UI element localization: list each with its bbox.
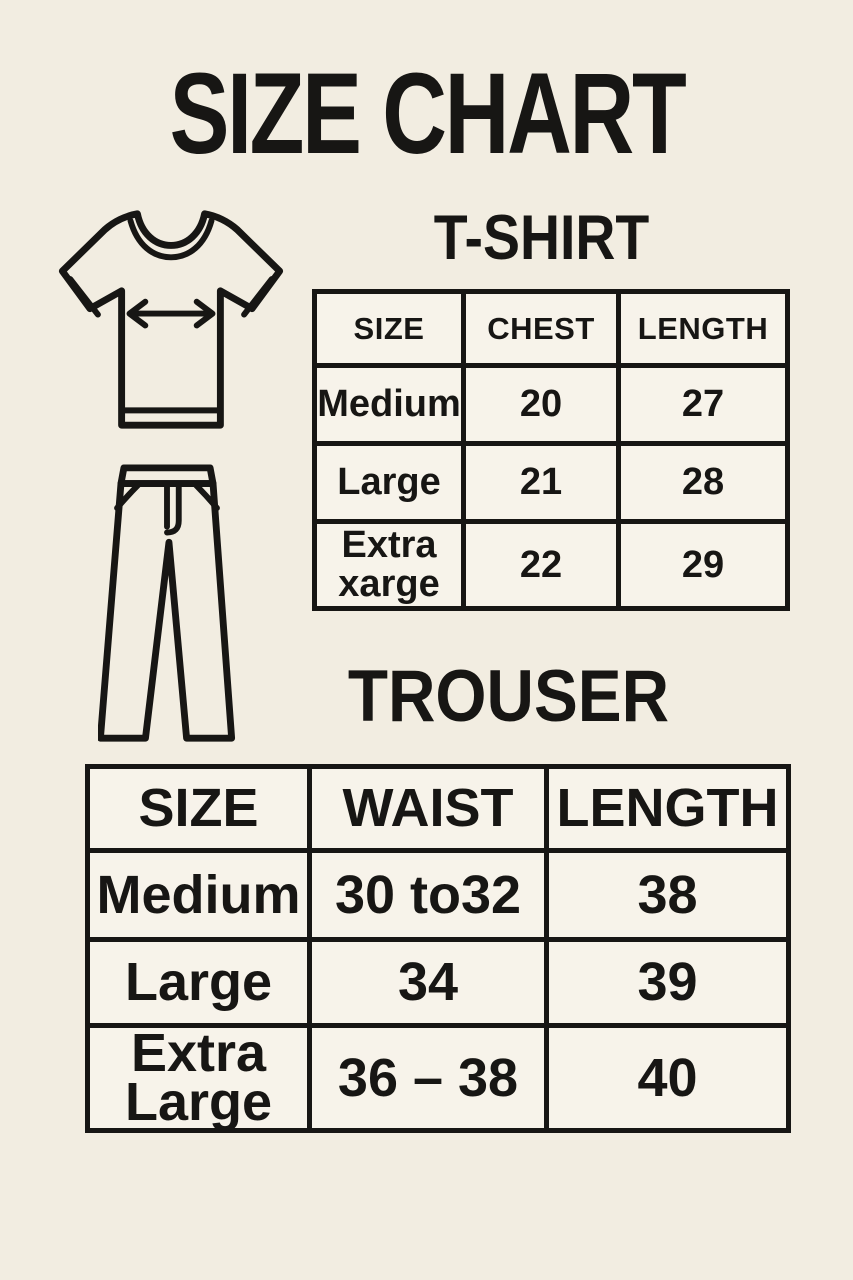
trouser-row1-size: Medium	[90, 853, 312, 942]
trouser-heading: TROUSER	[158, 655, 853, 738]
tshirt-row1-size: Medium	[317, 368, 466, 446]
page-title: SIZE CHART	[0, 48, 853, 180]
tshirt-col-length: LENGTH	[621, 294, 785, 368]
tshirt-row3-size: Extra xarge	[317, 524, 466, 606]
trouser-row3-waist: 36 – 38	[312, 1028, 549, 1128]
trouser-col-size: SIZE	[90, 769, 312, 853]
trouser-size-table: SIZE WAIST LENGTH Medium 30 to32 38 Larg…	[85, 764, 791, 1133]
tshirt-col-chest: CHEST	[466, 294, 621, 368]
trouser-row1-waist: 30 to32	[312, 853, 549, 942]
trousers-icon	[98, 462, 236, 746]
tshirt-row1-length: 27	[621, 368, 785, 446]
tshirt-icon	[50, 200, 292, 442]
page-title-text: SIZE CHART	[169, 50, 686, 178]
chest-width-arrow-icon	[126, 298, 216, 329]
trouser-row1-length: 38	[549, 853, 786, 942]
trouser-row3-length: 40	[637, 1047, 698, 1108]
tshirt-row2-chest: 21	[466, 446, 621, 524]
tshirt-row2-size: Large	[317, 446, 466, 524]
tshirt-row1-chest: 20	[466, 368, 621, 446]
trouser-row2-size: Large	[90, 942, 312, 1028]
tshirt-size-table: SIZE CHEST LENGTH Medium 20 27 Large 21 …	[312, 289, 790, 611]
tshirt-heading-text: T-SHIRT	[433, 203, 649, 273]
trouser-col-waist: WAIST	[312, 769, 549, 853]
trouser-row2-length: 39	[549, 942, 786, 1028]
tshirt-col-size: SIZE	[317, 294, 466, 368]
tshirt-row3-length: 29	[681, 543, 725, 586]
trouser-row2-waist: 34	[312, 942, 549, 1028]
tshirt-row2-length: 28	[621, 446, 785, 524]
tshirt-heading: T-SHIRT	[302, 202, 780, 274]
trouser-heading-text: TROUSER	[347, 656, 669, 737]
trouser-col-length: LENGTH	[549, 769, 786, 853]
tshirt-row3-chest: 22	[466, 524, 621, 606]
trouser-row3-size: Extra Large	[90, 1026, 312, 1129]
